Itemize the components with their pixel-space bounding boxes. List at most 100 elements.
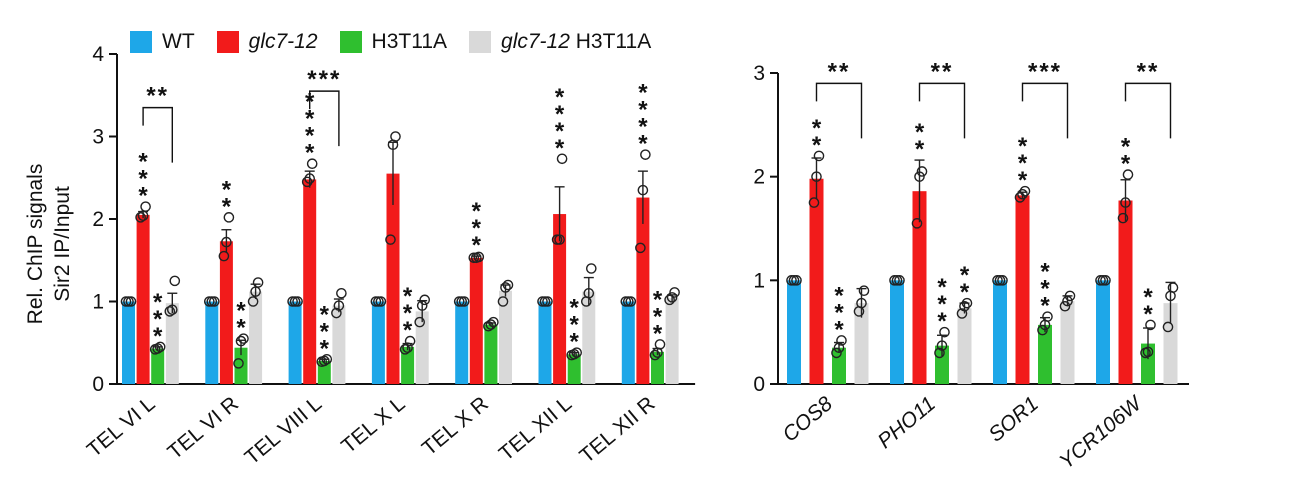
significance-star: * [915,119,925,146]
data-point [554,234,565,245]
y-axis-label: Sir2 IP/Input [51,186,74,302]
data-point [252,277,264,288]
data-point [666,292,678,303]
data-point [1100,275,1111,286]
bar-wt [538,301,552,384]
y-tick-label: 1 [92,291,104,314]
significance-star: * [153,306,163,333]
significance-star: * [1040,259,1050,286]
legend-label-h3t11a-part: H3T11A [569,30,652,53]
significance-star: * [1018,133,1028,160]
significance-star: * [555,84,565,111]
significance-star: * [138,149,148,176]
data-point [1042,311,1053,322]
bar-wt [371,301,385,384]
bar-glc7-12-h3t11a [1060,301,1075,384]
bar-h3t11a [832,347,846,384]
data-point [914,171,925,182]
bar-wt [993,280,1007,384]
data-point [500,282,511,293]
data-point [292,296,303,307]
significance-star: * [222,176,232,203]
bar-glc7-12 [219,241,233,384]
data-point [208,296,220,307]
significance-star: * [320,301,330,328]
x-category-label: SOR1 [984,392,1043,446]
data-point [404,335,416,347]
data-point [402,342,413,354]
significance-star: * [138,166,148,193]
bar-h3t11a [234,347,248,384]
y-tick-label: 3 [753,62,765,85]
bar-glc7-12-h3t11a [665,298,679,384]
data-point [939,326,950,338]
data-point [223,212,235,223]
legend-swatch-glc7-h3t11a [469,31,492,53]
significance-star: * [153,289,163,316]
bar-h3t11a [1141,343,1155,384]
y-axis-label: Rel. ChIP signals [24,164,47,325]
data-point [218,250,230,262]
legend-label-h3t11a: H3T11A [371,30,448,53]
significance-star: * [570,329,580,356]
bar-glc7-12-h3t11a [582,291,596,384]
data-point [375,296,387,307]
significance-star: * [472,215,482,242]
bar-wt [890,280,904,384]
data-point [419,294,431,306]
bar-glc7-12 [912,191,927,384]
data-point [485,319,497,330]
legend-item-wt: WT [130,30,195,54]
data-point [640,149,651,160]
significance-bracket [815,82,863,139]
significance-star: * [638,97,648,124]
bar-wt [787,280,801,384]
data-point [1162,321,1174,333]
data-point [568,348,580,360]
bar-glc7-12-h3t11a [415,311,429,384]
bar-glc7-12 [469,257,483,384]
significance-star: * [937,274,947,301]
significance-star: * [915,136,925,163]
data-point [385,234,396,245]
data-point [502,279,514,291]
legend-item-glc7-h3t11a: glc7-12 H3T11A [469,30,651,54]
data-point [808,197,820,208]
data-point [390,131,401,142]
data-point [306,158,318,170]
data-point [488,316,499,328]
significance-bracket [1021,82,1069,139]
significance-star: * [638,80,648,107]
significance-star: * [638,131,648,158]
y-tick-label: 4 [92,43,104,66]
data-point [238,333,249,344]
data-point [813,150,825,162]
y-tick-label: 0 [92,373,104,396]
data-point [416,300,428,311]
data-point [916,166,928,177]
significance-star: * [320,335,330,362]
legend-label-glc7: glc7-12 [248,30,318,53]
significance-star: * [1121,151,1131,178]
data-point [301,176,313,188]
bar-glc7-12-h3t11a [165,303,179,384]
data-point [321,353,333,365]
data-point [956,308,968,319]
bar-h3t11a [567,354,581,384]
data-point [1142,346,1154,358]
significance-star: * [403,317,413,344]
data-point [1017,188,1028,200]
data-point [1120,197,1131,208]
data-point [997,275,1008,286]
bar-h3t11a [1038,324,1052,384]
data-point [1059,300,1071,312]
data-point [833,342,845,354]
legend-item-h3t11a: H3T11A [339,30,448,54]
data-point [959,300,970,312]
significance-star: * [834,299,844,326]
data-point [1122,169,1134,180]
bar-wt [621,301,635,384]
bar-wt [1096,280,1110,384]
